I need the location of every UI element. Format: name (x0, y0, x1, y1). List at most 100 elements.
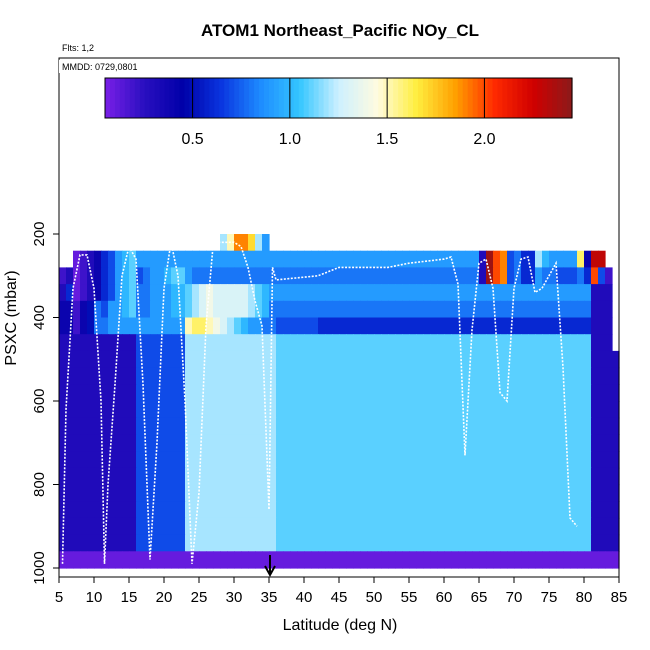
heatmap-cell (108, 317, 116, 335)
heatmap-cell (129, 534, 137, 552)
heatmap-cell (381, 300, 389, 319)
heatmap-cell (521, 367, 529, 385)
heatmap-cell (80, 484, 88, 502)
heatmap-cell (325, 467, 333, 486)
heatmap-cell (500, 551, 508, 569)
heatmap-cell (388, 484, 396, 502)
heatmap-cell (192, 467, 200, 486)
heatmap-cell (472, 350, 480, 369)
heatmap-cell (283, 300, 291, 319)
heatmap-cell (500, 401, 508, 419)
heatmap-cell (486, 250, 494, 268)
heatmap-cell (542, 300, 550, 319)
heatmap-cell (577, 267, 585, 285)
heatmap-cell (290, 367, 298, 385)
heatmap-cell (248, 434, 256, 452)
heatmap-cell (535, 534, 543, 552)
heatmap-cell (472, 300, 480, 319)
heatmap-cell (339, 300, 347, 319)
heatmap-cell (94, 417, 102, 435)
heatmap-cell (213, 534, 221, 552)
heatmap-cell (563, 350, 571, 369)
heatmap-cell (178, 417, 186, 435)
heatmap-cell (108, 334, 116, 352)
heatmap-cell (591, 434, 599, 452)
heatmap-cell (528, 350, 536, 369)
heatmap-cell (346, 250, 354, 268)
heatmap-cell (360, 317, 368, 335)
heatmap-cell (220, 534, 228, 552)
heatmap-cell (234, 517, 242, 536)
heatmap-cell (332, 417, 340, 435)
heatmap-cell (73, 300, 81, 319)
colorbar-segment (442, 78, 449, 118)
colorbar-segment (487, 78, 494, 118)
heatmap-cell (353, 401, 361, 419)
colorbar-segment (114, 78, 121, 118)
heatmap-cell (605, 367, 613, 385)
heatmap-cell (507, 250, 515, 268)
heatmap-cell (451, 534, 459, 552)
heatmap-cell (276, 384, 284, 402)
heatmap-cell (178, 384, 186, 402)
heatmap-cell (493, 300, 501, 319)
heatmap-cell (563, 517, 571, 536)
heatmap-cell (395, 250, 403, 268)
heatmap-cell (164, 517, 172, 536)
heatmap-cell (150, 401, 158, 419)
heatmap-cell (206, 484, 214, 502)
x-tick-label: 85 (611, 589, 628, 606)
heatmap-cell (332, 350, 340, 369)
heatmap-cell (80, 300, 88, 319)
heatmap-cell (591, 284, 599, 302)
heatmap-cell (507, 451, 515, 469)
heatmap-cell (178, 300, 186, 319)
heatmap-cell (598, 334, 606, 352)
heatmap-cell (157, 250, 165, 268)
heatmap-cell (94, 317, 102, 335)
heatmap-cell (136, 434, 144, 452)
colorbar-segment (169, 78, 176, 118)
heatmap-cell (409, 317, 417, 335)
heatmap-cell (430, 350, 438, 369)
heatmap-cell (437, 434, 445, 452)
heatmap-cell (570, 401, 578, 419)
heatmap-cell (255, 350, 263, 369)
heatmap-cell (563, 434, 571, 452)
heatmap-cell (500, 317, 508, 335)
heatmap-cell (556, 250, 564, 268)
heatmap-cell (507, 467, 515, 486)
heatmap-cell (570, 284, 578, 302)
colorbar-segment (273, 78, 280, 118)
heatmap-cell (563, 300, 571, 319)
heatmap-cell (185, 534, 193, 552)
x-axis-label: Latitude (deg N) (283, 617, 398, 634)
heatmap-cell (353, 467, 361, 486)
heatmap-cell (185, 551, 193, 569)
heatmap-cell (87, 467, 95, 486)
heatmap-cell (605, 350, 613, 369)
heatmap-cell (528, 250, 536, 268)
heatmap-cell (66, 501, 74, 519)
heatmap-cell (521, 317, 529, 335)
heatmap-cell (353, 350, 361, 369)
heatmap-cell (150, 300, 158, 319)
heatmap-cell (535, 300, 543, 319)
x-tick-label: 50 (366, 589, 383, 606)
heatmap-cell (577, 367, 585, 385)
heatmap-cell (444, 551, 452, 569)
colorbar-segment (403, 78, 409, 118)
heatmap-cell (339, 501, 347, 519)
heatmap-cell (598, 317, 606, 335)
heatmap-cell (80, 267, 88, 285)
heatmap-cell (325, 551, 333, 569)
heatmap-cell (227, 517, 235, 536)
heatmap-cell (178, 451, 186, 469)
heatmap-cell (122, 267, 130, 285)
heatmap-cell (206, 417, 214, 435)
heatmap-cell (416, 350, 424, 369)
heatmap-cell (94, 484, 102, 502)
heatmap-cell (381, 534, 389, 552)
heatmap-cell (346, 517, 354, 536)
